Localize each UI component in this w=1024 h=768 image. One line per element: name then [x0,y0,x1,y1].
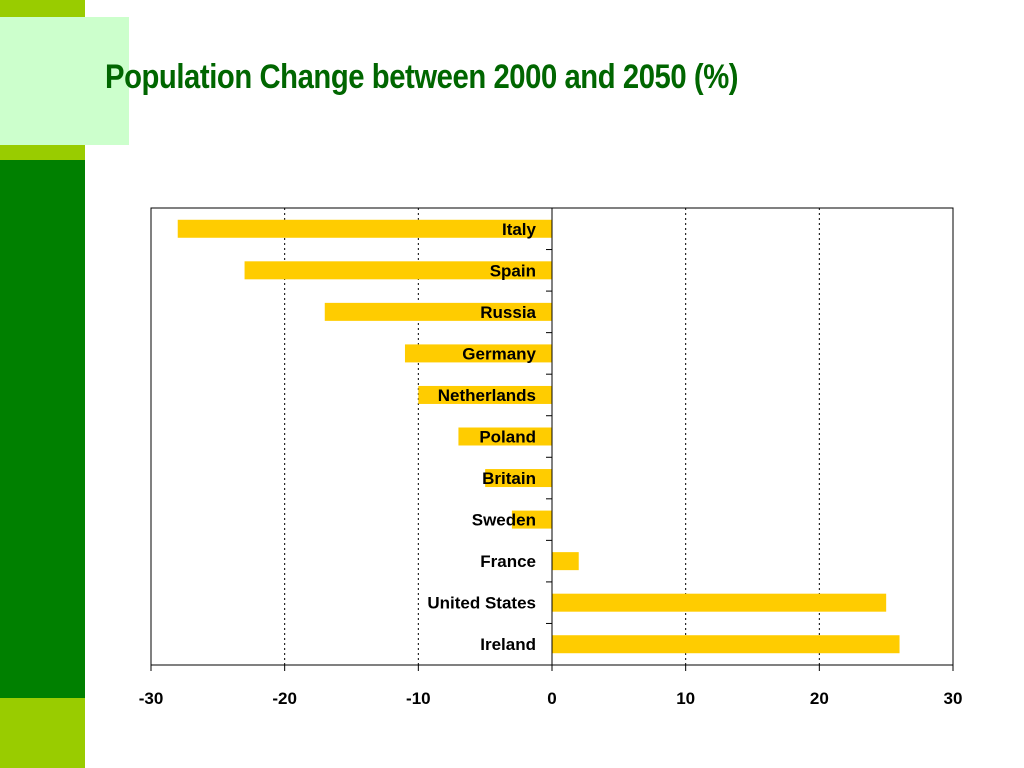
category-label: Ireland [480,635,536,654]
sidebar-lime-strip [0,145,85,160]
category-label: Germany [462,344,536,363]
bar [404,344,552,363]
bar [485,469,552,488]
category-label: France [480,552,536,571]
slide-title: Population Change between 2000 and 2050 … [105,58,739,96]
sidebar-bottom-strip [0,698,85,768]
x-tick-label: -20 [272,689,297,708]
category-label: Sweden [472,511,536,530]
x-tick-label: -10 [406,689,431,708]
bar [552,552,579,571]
x-tick-label: -30 [139,689,164,708]
sidebar-top-strip [0,0,85,17]
sidebar-highlight-box [0,17,129,145]
x-tick-label: 20 [810,689,829,708]
category-label: Spain [490,261,536,280]
category-label: United States [427,594,536,613]
bar [552,635,900,654]
category-label: Britain [482,469,536,488]
bar [552,593,887,612]
bar [324,302,552,321]
x-tick-label: 30 [944,689,963,708]
category-label: Russia [480,303,536,322]
category-label: Poland [479,428,536,447]
category-label: Netherlands [438,386,536,405]
bar [244,261,553,280]
bar [177,219,552,238]
bar [418,385,552,404]
x-tick-label: 10 [676,689,695,708]
category-label: Italy [502,220,537,239]
x-tick-label: 0 [547,689,556,708]
bar [511,510,552,529]
bar [458,427,552,446]
sidebar-green-strip [0,160,85,698]
